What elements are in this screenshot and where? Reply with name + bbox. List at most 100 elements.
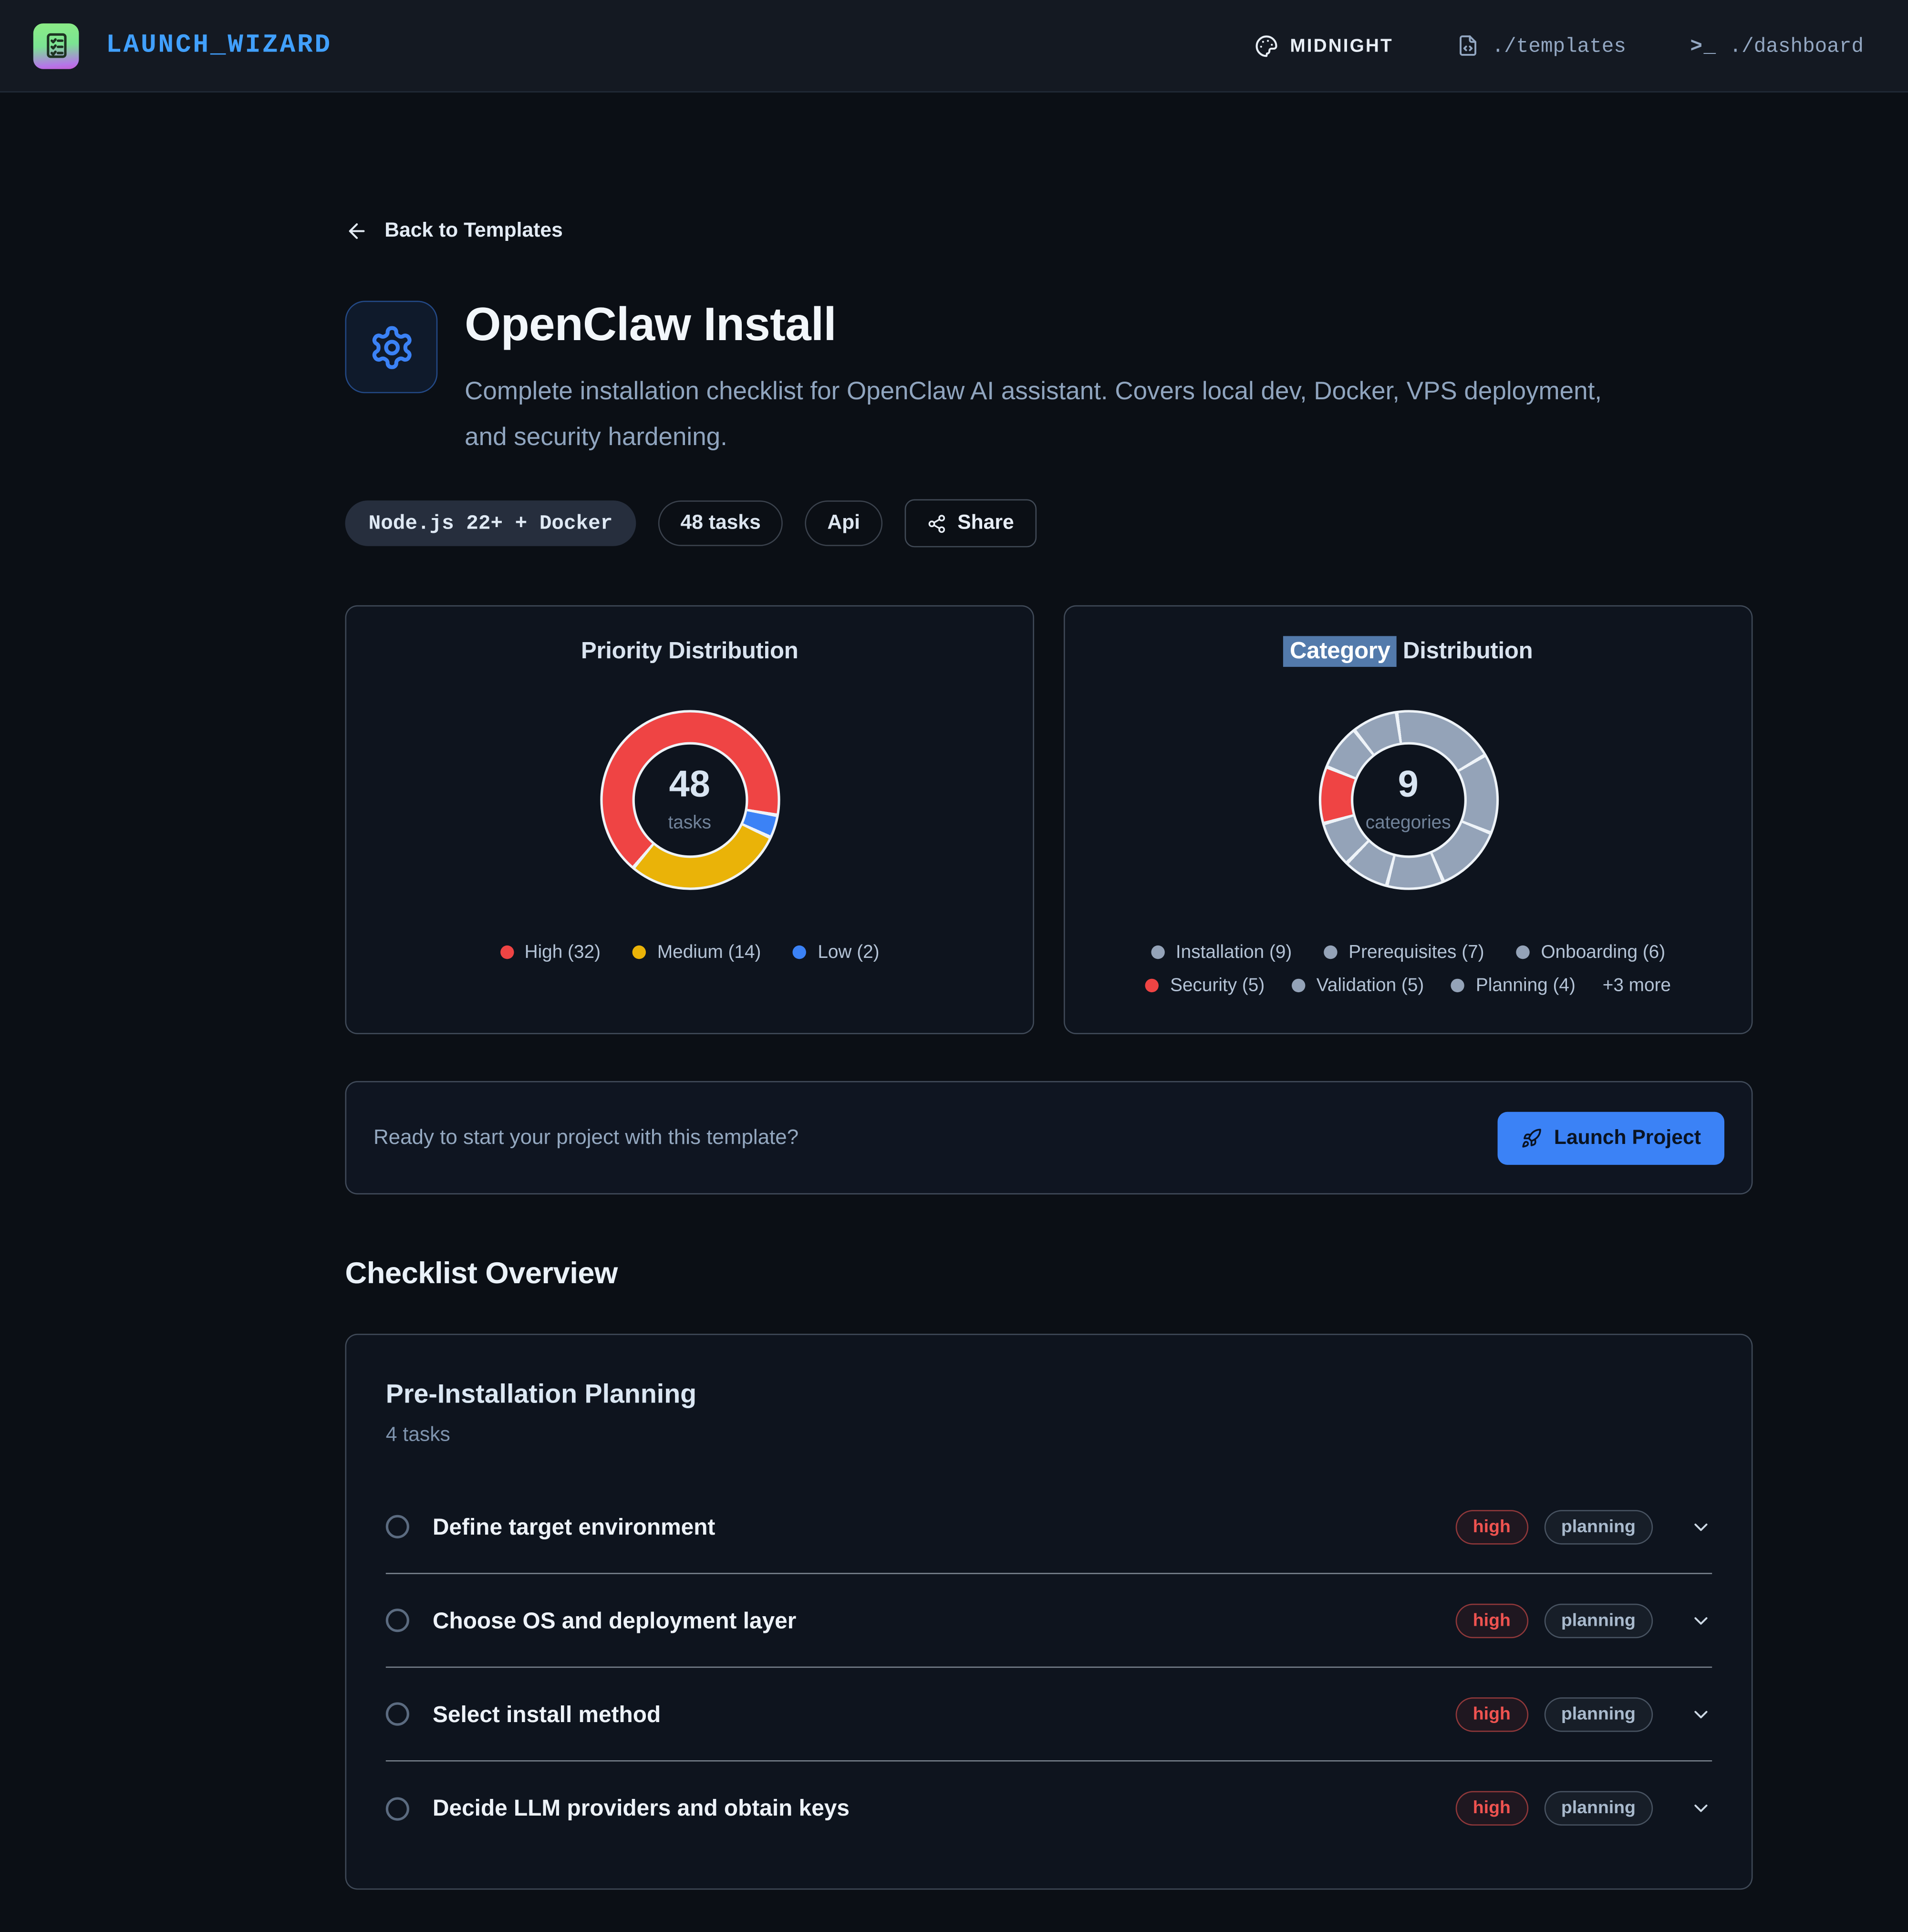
task-row[interactable]: Choose OS and deployment layer high planni… [385,1575,1712,1669]
gear-icon [345,301,438,394]
chevron-down-icon[interactable] [1690,1703,1712,1726]
category-badge: planning [1544,1791,1653,1826]
palette-icon [1254,34,1277,57]
charts-row: Priority Distribution 48 tasks High (32)… [345,605,1753,1035]
template-header: OpenClaw Install Complete installation c… [345,300,1753,460]
category-legend-row-2: Security (5) Validation (5) Planning (4) +3… [1145,976,1671,997]
legend-item: High (32) [499,942,601,964]
legend-dot [793,945,807,960]
legend-label: +3 more [1602,975,1671,997]
category-badge: planning [1544,1697,1653,1732]
group-task-count: 4 tasks [385,1424,450,1447]
chevron-down-icon[interactable] [1690,1516,1712,1538]
app-title: LAUNCH_WIZARD [106,31,332,60]
category-title-rest: Distribution [1396,639,1533,665]
priority-badge: high [1455,1791,1528,1826]
navbar: LAUNCH_WIZARD MIDNIGHT [0,0,1908,93]
back-to-templates-link[interactable]: Back to Templates [345,219,1753,243]
app-logo-icon[interactable] [33,22,79,69]
selected-text-highlight: Category [1284,636,1397,667]
file-code-icon [1457,34,1480,57]
back-link-label: Back to Templates [384,219,563,242]
legend-label: High (32) [524,942,601,964]
chevron-down-icon[interactable] [1690,1797,1712,1820]
legend-dot [633,945,646,960]
category-total: 9 [1398,765,1419,806]
category-distribution-card: Category Distribution 9 categories Insta… [1063,605,1753,1035]
share-label: Share [957,512,1014,534]
category-total-label: categories [1365,812,1451,834]
nav-item-templates[interactable]: ./templates [1457,34,1626,57]
task-checkbox[interactable] [385,1515,409,1539]
arrow-left-icon [345,219,369,243]
legend-dot [499,945,514,960]
priority-donut-chart[interactable]: 48 tasks [600,710,780,891]
task-title: Decide LLM providers and obtain keys [432,1795,850,1821]
priority-legend: High (32) Medium (14) Low (2) [499,942,880,964]
launch-project-button[interactable]: Launch Project [1497,1111,1725,1165]
priority-total-label: tasks [668,812,711,834]
legend-dot [1516,945,1530,960]
nav-templates-label: ./templates [1492,34,1626,58]
priority-distribution-card: Priority Distribution 48 tasks High (32)… [345,605,1034,1035]
priority-badge: high [1455,1697,1528,1732]
category-badge: planning [1544,1510,1653,1545]
nav-dashboard-label: ./dashboard [1729,34,1864,58]
task-checkbox[interactable] [385,1609,409,1633]
category-donut-chart[interactable]: 9 categories [1318,710,1498,891]
task-row[interactable]: Decide LLM providers and obtain keys high… [385,1762,1712,1856]
priority-chart-title: Priority Distribution [581,639,798,665]
task-title: Define target environment [432,1513,716,1540]
legend-dot [1451,979,1465,993]
legend-label: Installation (9) [1175,942,1292,964]
chevron-down-icon[interactable] [1690,1610,1712,1632]
theme-label: MIDNIGHT [1290,35,1393,56]
theme-switcher[interactable]: MIDNIGHT [1254,34,1393,57]
terminal-icon: >_ [1690,34,1717,58]
legend-label: Onboarding (6) [1541,942,1666,964]
stack-badge: Node.js 22+ + Docker [345,501,636,547]
category-badge: planning [1544,1603,1653,1638]
legend-item: Planning (4) [1451,976,1576,997]
task-list: Define target environment high planning Cho… [385,1481,1712,1856]
legend-dot [1292,979,1306,993]
legend-item: Low (2) [793,942,880,963]
priority-badge: high [1455,1510,1528,1545]
legend-dot [1324,945,1338,960]
task-title: Select install method [432,1701,661,1727]
legend-item: +3 more [1603,976,1671,997]
task-badges: high planning [1455,1791,1712,1826]
task-title: Choose OS and deployment layer [432,1607,797,1633]
priority-donut-center: 48 tasks [602,713,777,888]
task-row[interactable]: Define target environment high planning [385,1481,1712,1575]
badge-row: Node.js 22+ + Docker 48 tasks Api Share [345,499,1753,548]
legend-label: Validation (5) [1316,975,1424,997]
legend-label: Security (5) [1170,975,1265,997]
nav-item-dashboard[interactable]: >_ ./dashboard [1690,34,1864,57]
main-content: Back to Templates OpenClaw Install Compl… [345,93,1753,1890]
legend-item: Installation (9) [1151,942,1292,963]
donut-hole [632,742,748,859]
group-title: Pre-Installation Planning [385,1380,697,1410]
legend-dot [1145,979,1159,993]
task-row[interactable]: Select install method high planning [385,1668,1712,1762]
navbar-links: MIDNIGHT ./templates >_ ./dashboard [1254,34,1864,57]
legend-dot [1151,945,1165,960]
task-checkbox[interactable] [385,1703,409,1726]
template-description: Complete installation checklist for Open… [465,377,1602,451]
legend-item: Prerequisites (7) [1324,942,1484,963]
task-badges: high planning [1455,1603,1712,1638]
task-checkbox[interactable] [385,1797,409,1821]
legend-label: Planning (4) [1475,975,1576,997]
legend-item: Medium (14) [633,942,761,963]
priority-total: 48 [669,765,710,806]
task-badges: high planning [1455,1510,1712,1545]
launch-button-label: Launch Project [1554,1126,1701,1149]
checklist-overview-heading: Checklist Overview [345,1257,618,1291]
legend-label: Medium (14) [657,942,761,964]
category-legend-row-1: Installation (9) Prerequisites (7) Onboard… [1151,942,1665,963]
checklist-group-card: Pre-Installation Planning 4 tasks Define… [345,1334,1753,1890]
share-button[interactable]: Share [904,499,1037,548]
priority-badge: high [1455,1603,1528,1638]
